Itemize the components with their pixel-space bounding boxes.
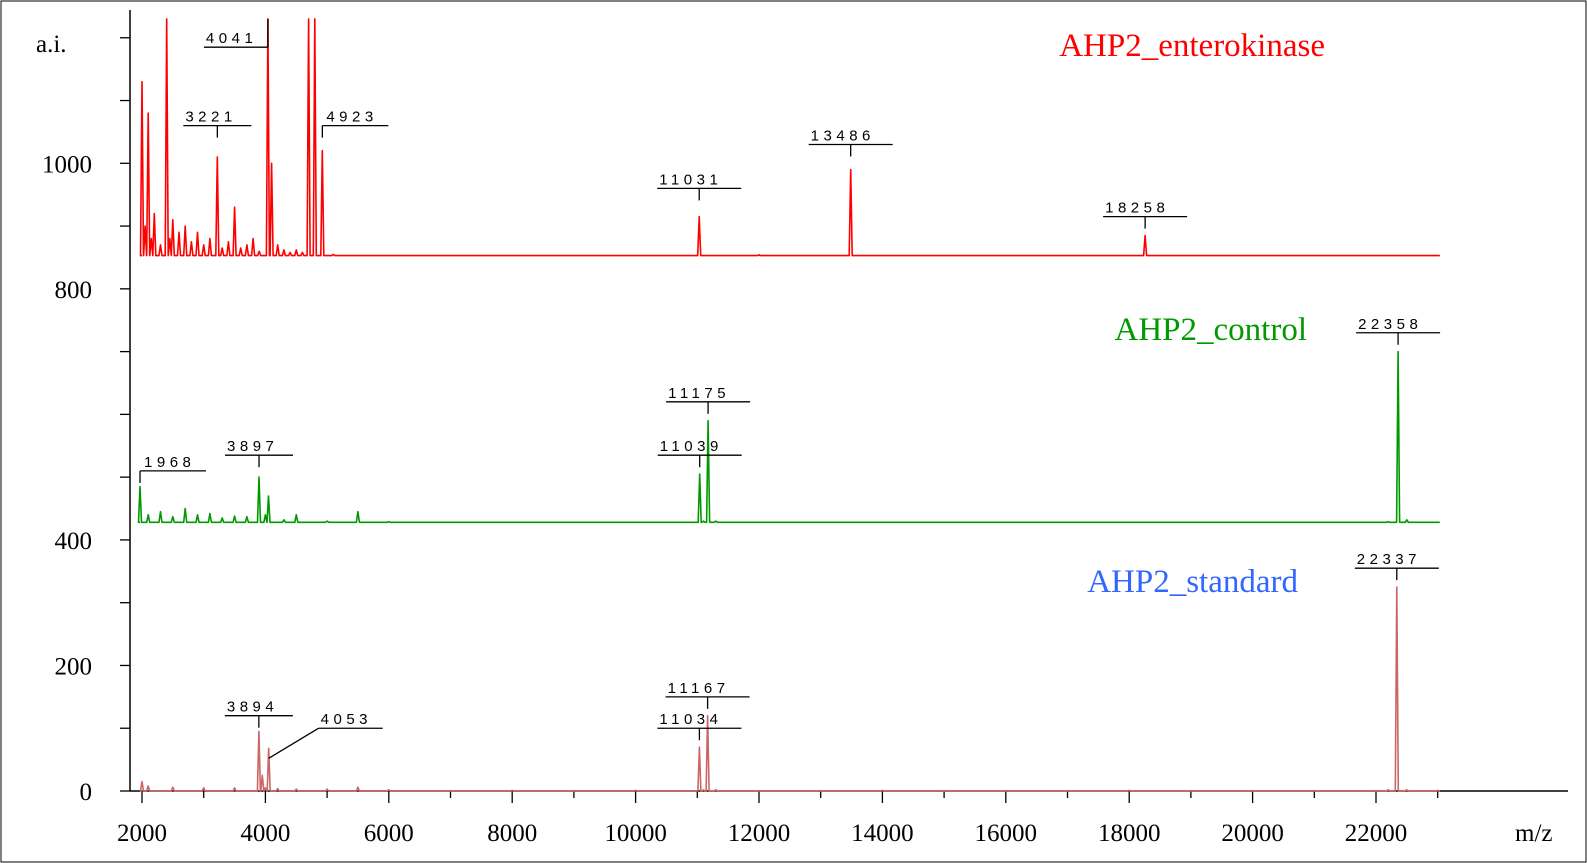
- peak-label-text: 13486: [811, 127, 875, 144]
- x-tick-label: 4000: [240, 820, 290, 847]
- peak-label-text: 1968: [144, 454, 195, 471]
- peak-label-text: 11175: [668, 385, 730, 402]
- peak-label: 4053: [268, 711, 383, 759]
- peak-label-text: 3894: [227, 699, 278, 716]
- peak-label-text: 4041: [206, 30, 257, 47]
- peak-label: 22358: [1356, 316, 1441, 345]
- peak-label: 11167: [665, 680, 750, 709]
- peak-label: 11034: [657, 711, 742, 741]
- peak-label-text: 3221: [185, 109, 236, 126]
- peak-labels: 3221 4041 4923 11031 13486 18258 1968 3897 11039…: [139, 18, 1441, 759]
- trace-AHP2_enterokinase: [139, 18, 1440, 257]
- y-tick-label: 800: [55, 277, 93, 304]
- x-tick-label: 12000: [728, 820, 791, 847]
- peak-label: 1968: [139, 454, 207, 483]
- series-names: AHP2_enterokinase AHP2_control AHP2_standa…: [1059, 28, 1325, 600]
- peak-label-text: 4923: [326, 109, 377, 126]
- x-tick-label: 2000: [117, 820, 167, 847]
- series-name-label: AHP2_enterokinase: [1059, 28, 1325, 64]
- series-name-label: AHP2_standard: [1087, 564, 1298, 600]
- y-tick-label: 1000: [42, 151, 92, 178]
- peak-label-text: 3897: [227, 438, 278, 455]
- y-tick-label: 200: [55, 653, 93, 680]
- peak-label: 13486: [808, 127, 893, 157]
- trace-AHP2_standard: [139, 586, 1440, 792]
- x-axis-label: m/z: [1515, 820, 1553, 847]
- peak-label-text: 4053: [321, 711, 372, 728]
- x-tick-label: 6000: [364, 820, 414, 847]
- peak-label: 11031: [657, 171, 742, 201]
- peak-label: 3897: [225, 438, 294, 468]
- x-tick-label: 14000: [851, 820, 914, 847]
- x-tick-label: 20000: [1221, 820, 1284, 847]
- peak-label: 18258: [1103, 200, 1188, 229]
- x-tick-label: 16000: [975, 820, 1038, 847]
- peak-label: 11039: [657, 438, 742, 468]
- x-tick-label: 8000: [487, 820, 537, 847]
- spectrum-traces: [137, 18, 1440, 792]
- peak-label-text: 11039: [660, 438, 723, 455]
- peak-label-text: 18258: [1105, 200, 1169, 217]
- series-name-label: AHP2_control: [1115, 312, 1308, 348]
- trace-AHP2_control: [137, 350, 1440, 524]
- peak-label: 4041: [203, 18, 269, 48]
- peak-label-text: 11034: [659, 711, 722, 728]
- x-tick-label: 22000: [1345, 820, 1408, 847]
- peak-label: 3894: [224, 699, 293, 728]
- x-tick-label: 18000: [1098, 820, 1161, 847]
- peak-label-text: 11167: [668, 680, 730, 697]
- y-axis-label: a.i.: [36, 31, 67, 58]
- peak-leader-line: [268, 727, 320, 759]
- peak-label-text: 22358: [1358, 316, 1422, 333]
- axes: 0 200 400 800 1000 2000 4000 6000 8000 10000 12000…: [36, 10, 1568, 847]
- peak-label: 3221: [183, 109, 252, 138]
- peak-label: 11175: [666, 385, 751, 414]
- y-tick-label: 0: [80, 779, 93, 806]
- peak-label: 4923: [321, 109, 389, 138]
- peak-label-text: 11031: [659, 171, 722, 188]
- peak-label-text: 22337: [1357, 551, 1421, 568]
- peak-label: 22337: [1354, 551, 1439, 581]
- x-tick-label: 10000: [604, 820, 667, 847]
- y-tick-label: 400: [55, 528, 93, 555]
